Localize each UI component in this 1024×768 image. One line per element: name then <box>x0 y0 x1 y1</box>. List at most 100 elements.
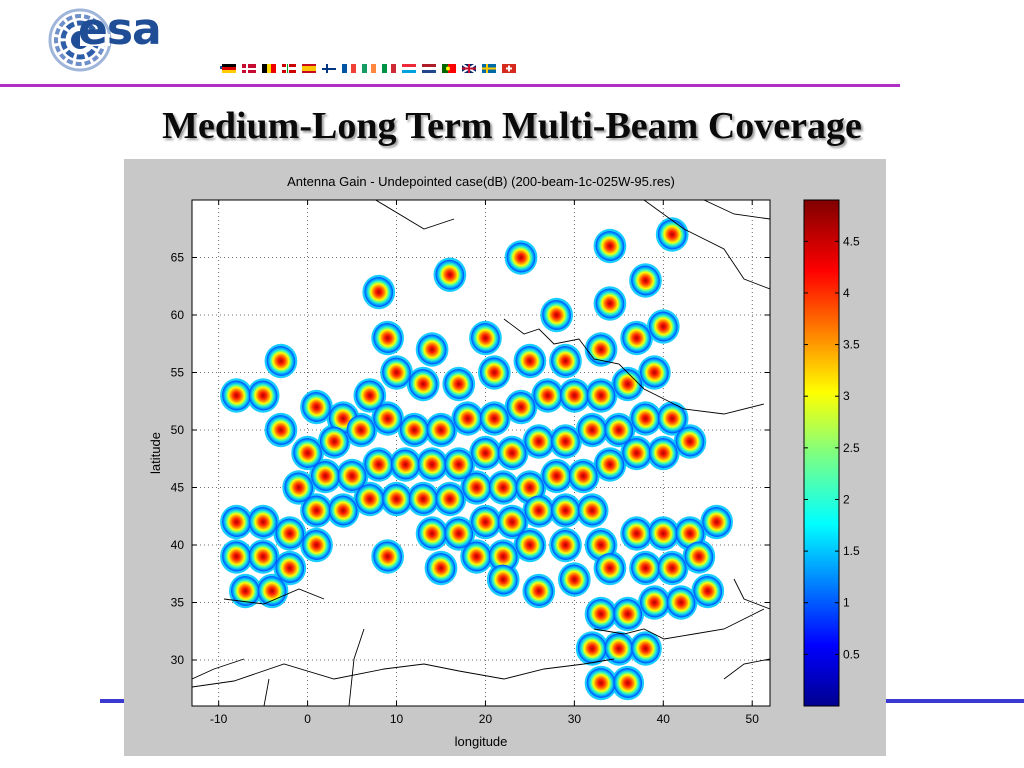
beam-footprint <box>622 323 651 353</box>
beam-footprint <box>364 449 394 480</box>
beam-footprint <box>488 541 518 572</box>
beam-footprint <box>595 288 625 319</box>
esa-wordmark: esa <box>78 4 162 55</box>
flag-portugal <box>442 64 456 73</box>
flag-germany <box>222 64 236 73</box>
beam-footprint <box>595 231 625 261</box>
beam-footprint <box>648 311 678 342</box>
beam-footprint <box>515 530 545 560</box>
x-tick-label: 10 <box>390 712 404 726</box>
flag-sweden <box>482 64 496 73</box>
beam-footprint <box>222 380 251 411</box>
beam-footprint <box>524 495 554 526</box>
beam-footprint <box>551 426 580 457</box>
beam-footprint <box>346 415 376 445</box>
beam-footprint <box>471 507 500 537</box>
beam-footprint <box>355 484 385 514</box>
beam-footprint <box>631 265 660 296</box>
x-axis-label: longitude <box>455 734 508 749</box>
y-tick-label: 55 <box>171 366 185 380</box>
beam-footprint <box>488 472 518 503</box>
beam-footprint <box>257 576 287 606</box>
beam-footprint <box>604 415 634 445</box>
esa-logo-swirl <box>48 8 112 72</box>
beam-footprint <box>373 541 402 572</box>
beam-footprint <box>471 323 500 353</box>
beam-footprint <box>319 426 349 457</box>
beam-footprint <box>399 415 429 445</box>
beam-footprint <box>595 553 625 583</box>
beam-footprint <box>417 518 447 549</box>
beam-footprint <box>444 369 474 399</box>
colorbar-tick-label: 0.5 <box>843 647 860 661</box>
chart-svg: Antenna Gain - Undepointed case(dB) (200… <box>148 174 860 749</box>
flag-switzerland <box>502 64 516 73</box>
beam-footprint <box>542 300 571 330</box>
beam-footprint <box>480 403 509 434</box>
colorbar-tick-label: 3.5 <box>843 338 860 352</box>
flag-ireland <box>362 64 376 73</box>
beam-footprint <box>417 334 447 365</box>
flag-finland <box>322 64 336 73</box>
colorbar-tick-label: 1 <box>843 596 850 610</box>
beam-footprint <box>551 495 580 526</box>
beam-footprint <box>631 633 660 664</box>
flag-belgium <box>262 64 276 73</box>
beam-footprint <box>462 472 491 503</box>
y-tick-label: 30 <box>171 653 185 667</box>
beam-footprint <box>382 357 411 388</box>
beam-footprint <box>622 518 651 549</box>
beam-footprint <box>328 495 358 526</box>
y-tick-label: 45 <box>171 481 185 495</box>
beam-footprint <box>266 346 296 376</box>
colorbar-tick-label: 3 <box>843 389 850 403</box>
flag-norway <box>282 64 296 73</box>
beam-footprint <box>515 346 545 376</box>
beam-footprint <box>640 357 669 388</box>
beam-footprint <box>311 461 340 491</box>
beam-footprint <box>560 564 589 595</box>
beam-footprint <box>488 564 518 595</box>
beam-footprint <box>693 576 723 606</box>
beam-footprint <box>435 484 465 514</box>
y-tick-label: 40 <box>171 538 185 552</box>
beam-footprint <box>586 334 616 365</box>
beam-footprint <box>373 323 402 353</box>
beam-footprint <box>355 380 385 411</box>
beam-footprint <box>382 484 411 514</box>
beam-footprint <box>293 438 322 468</box>
beam-footprint <box>391 449 420 480</box>
beam-footprint <box>364 277 394 307</box>
beam-footprint <box>657 403 687 434</box>
y-tick-label: 60 <box>171 308 185 322</box>
beam-footprint <box>408 484 438 514</box>
beam-footprint <box>648 518 678 549</box>
y-axis-label: latitude <box>148 432 163 474</box>
member-flags <box>222 63 516 74</box>
beam-footprint <box>595 449 625 480</box>
beam-footprint <box>684 541 714 572</box>
beam-footprint <box>604 633 634 664</box>
chart-title: Antenna Gain - Undepointed case(dB) (200… <box>287 174 675 189</box>
esa-logo <box>48 8 112 72</box>
slide-title: Medium-Long Term Multi-Beam Coverage <box>162 105 862 147</box>
beam-footprint <box>675 518 705 549</box>
beam-footprint <box>551 530 580 560</box>
y-axis-ticks: 30 35 40 45 50 55 60 65 <box>171 251 770 667</box>
flag-spain <box>302 64 316 73</box>
beam-footprint <box>408 369 438 399</box>
beam-footprint <box>586 530 616 560</box>
beam-footprint <box>471 438 500 468</box>
beam-footprint <box>524 426 554 457</box>
flag-uk <box>461 63 477 74</box>
beam-footprint <box>533 380 563 411</box>
beam-footprint <box>577 633 607 664</box>
beam-footprint <box>586 599 616 629</box>
flag-denmark <box>242 64 256 73</box>
x-tick-label: 20 <box>479 712 493 726</box>
x-tick-label: 0 <box>304 712 311 726</box>
beam-footprint <box>613 668 643 698</box>
beam-footprint <box>373 403 402 434</box>
coastline-outlines <box>192 200 770 706</box>
colorbar-tick-label: 2.5 <box>843 441 860 455</box>
